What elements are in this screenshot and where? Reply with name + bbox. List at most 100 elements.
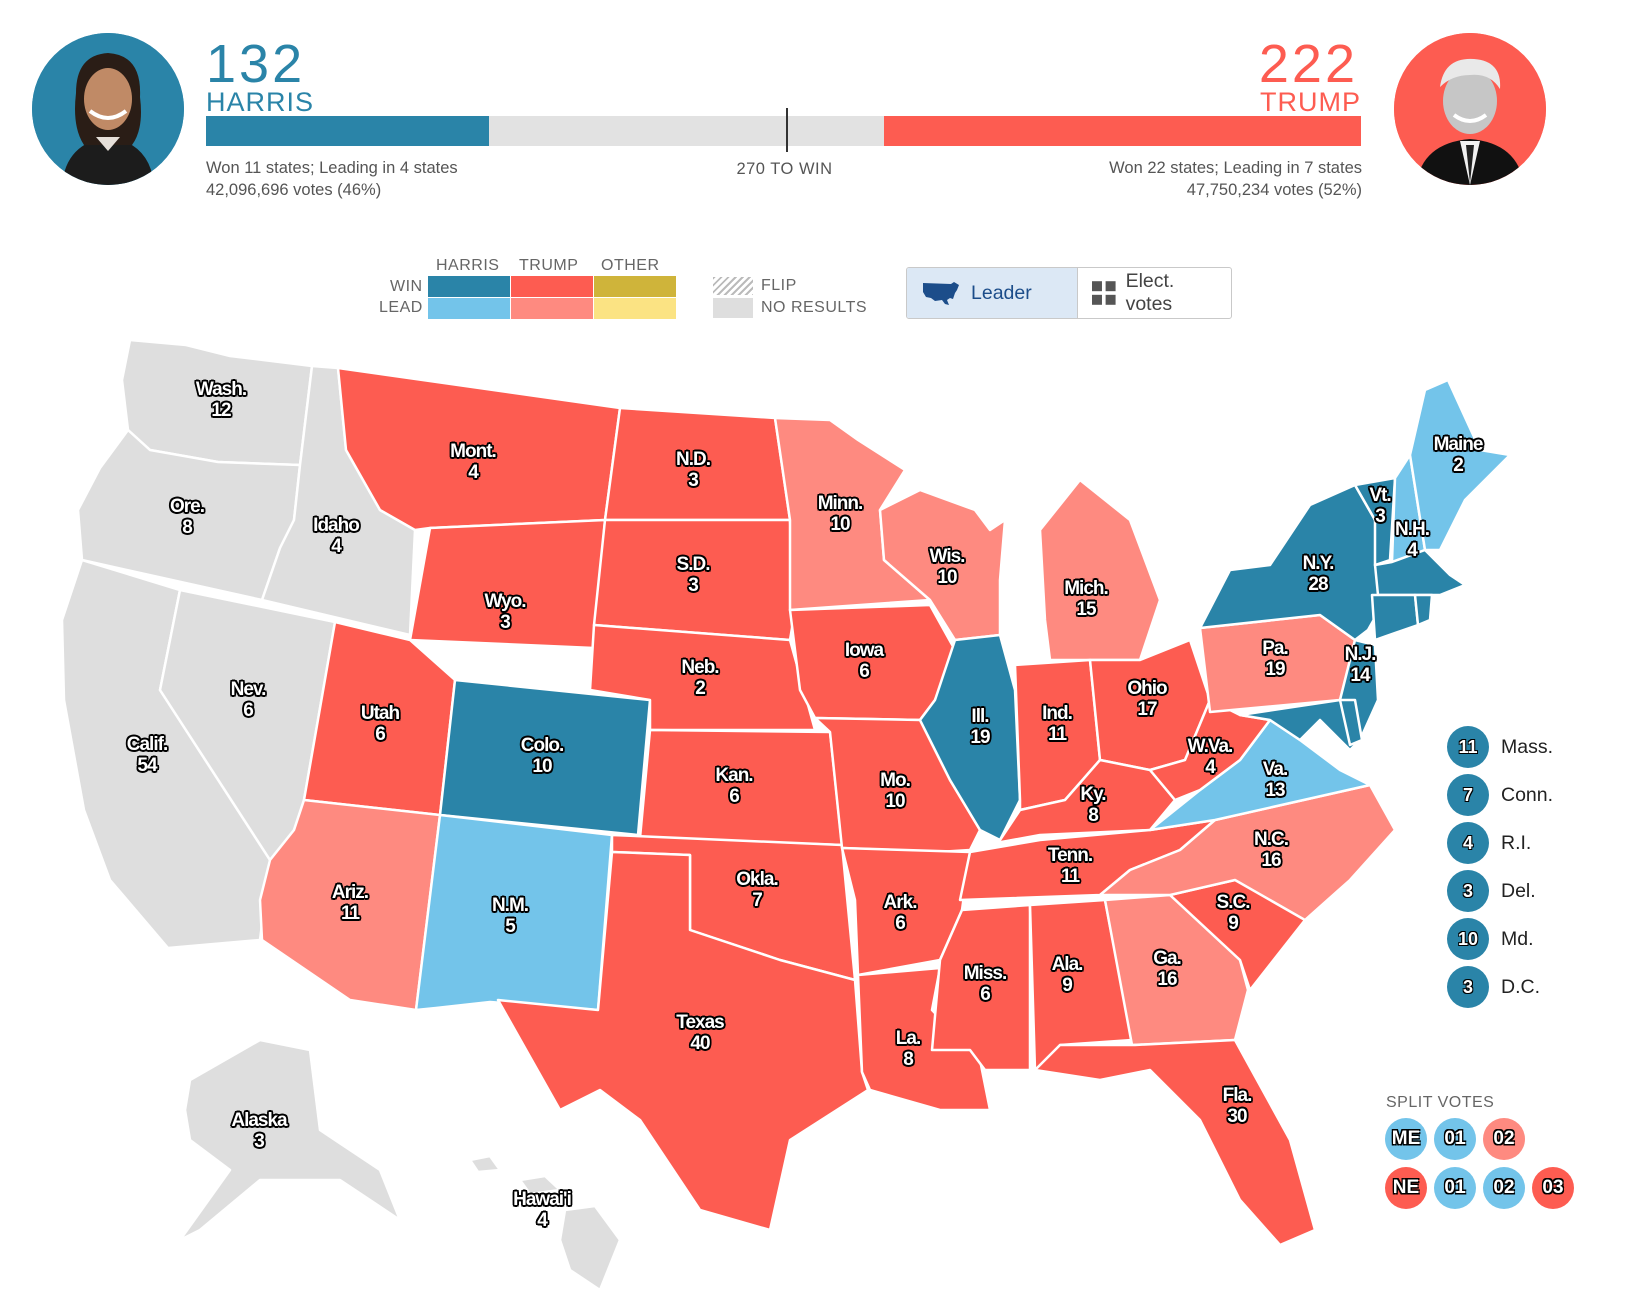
harris-portrait-icon	[32, 33, 184, 185]
legend-other-win-swatch	[594, 276, 676, 297]
grid-icon	[1092, 281, 1116, 305]
view-toggle: Leader Elect. votes	[906, 267, 1232, 319]
state-label-nh: N.H. 4	[1395, 519, 1430, 561]
trump-states-summary: Won 22 states; Leading in 7 states	[1109, 159, 1362, 177]
trump-ev-count: 222	[1258, 34, 1358, 94]
small-state-ev-badge: 3	[1447, 966, 1489, 1008]
state-label-pa: Pa. 19	[1262, 638, 1289, 680]
us-map-icon	[923, 282, 959, 305]
state-shape[interactable]	[1370, 593, 1420, 642]
state-label-il: Ill. 19	[970, 706, 990, 748]
state-shape[interactable]	[1198, 483, 1387, 642]
state-label-la: La. 8	[895, 1028, 921, 1070]
small-state-name: Conn.	[1501, 783, 1554, 806]
state-label-ia: Iowa 6	[844, 640, 884, 682]
state-label-ca: Calif. 54	[126, 734, 168, 776]
small-state-row[interactable]: 10 Md.	[1447, 918, 1534, 960]
state-shape[interactable]	[878, 488, 1007, 642]
state-shape[interactable]	[918, 633, 1022, 842]
legend-lead-row: LEAD	[379, 299, 423, 316]
state-label-me: Maine 2	[1433, 434, 1484, 476]
small-state-row[interactable]: 11 Mass.	[1447, 726, 1553, 768]
state-label-tn: Tenn. 11	[1047, 845, 1093, 887]
state-label-nd: N.D. 3	[676, 449, 711, 491]
split-vote-ne-01[interactable]: 01	[1434, 1167, 1476, 1209]
state-label-al: Ala. 9	[1051, 954, 1084, 996]
state-label-sc: S.C. 9	[1216, 892, 1251, 934]
elect-votes-view-label: Elect. votes	[1125, 270, 1175, 315]
split-vote-ne[interactable]: NE	[1385, 1167, 1427, 1209]
270-threshold-line	[785, 108, 788, 152]
state-label-oh: Ohio 17	[1127, 678, 1167, 720]
state-label-ga: Ga. 16	[1153, 948, 1182, 990]
state-label-or: Ore. 8	[169, 496, 205, 538]
legend-harris-win-swatch	[428, 276, 510, 297]
state-label-sd: S.D. 3	[676, 554, 711, 596]
legend-harris-lead-swatch	[428, 298, 510, 319]
state-label-ak: Alaska 3	[231, 1110, 287, 1152]
split-vote-ne-02[interactable]: 02	[1483, 1167, 1525, 1209]
state-label-wi: Wis. 10	[929, 546, 966, 588]
state-label-nc: N.C. 16	[1254, 829, 1289, 871]
small-state-ev-badge: 7	[1447, 774, 1489, 816]
state-label-az: Ariz. 11	[331, 882, 369, 924]
state-shape[interactable]	[1413, 593, 1434, 627]
state-label-hi: Hawai'i 4	[513, 1189, 572, 1231]
split-vote-ne-03[interactable]: 03	[1532, 1167, 1574, 1209]
state-shape[interactable]	[1038, 478, 1162, 662]
state-shape[interactable]	[178, 1038, 402, 1242]
legend-trump-col: TRUMP	[519, 257, 579, 274]
small-state-row[interactable]: 3 Del.	[1447, 870, 1536, 912]
state-label-co: Colo. 10	[520, 735, 564, 777]
state-label-tx: Texas 40	[676, 1012, 724, 1054]
legend-flip-swatch	[713, 277, 753, 295]
trump-avatar	[1394, 33, 1546, 185]
state-label-nj: N.J. 14	[1344, 644, 1377, 686]
legend-no-results-swatch	[713, 298, 753, 318]
state-shape[interactable]	[1408, 378, 1512, 552]
state-label-mn: Minn. 10	[817, 493, 864, 535]
state-shape[interactable]	[1098, 783, 1397, 922]
state-label-in: Ind. 11	[1042, 703, 1073, 745]
270-to-win-label: 270 TO WIN	[736, 160, 833, 178]
state-shape[interactable]	[1338, 698, 1364, 747]
state-label-ut: Utah 6	[360, 703, 400, 745]
small-state-ev-badge: 4	[1447, 822, 1489, 864]
legend-win-row: WIN	[390, 278, 423, 295]
state-label-ky: Ky. 8	[1080, 784, 1106, 826]
state-label-va: Va. 13	[1262, 759, 1289, 801]
state-shape[interactable]	[1033, 1038, 1317, 1247]
legend-trump-lead-swatch	[511, 298, 593, 319]
state-label-wv: W.Va. 4	[1187, 736, 1234, 778]
small-state-row[interactable]: 4 R.I.	[1447, 822, 1531, 864]
state-label-mt: Mont. 4	[450, 441, 497, 483]
elect-votes-view-button[interactable]: Elect. votes	[1078, 268, 1231, 318]
legend-other-col: OTHER	[601, 257, 660, 274]
small-state-name: D.C.	[1501, 975, 1540, 998]
split-vote-me[interactable]: ME	[1385, 1118, 1427, 1160]
legend-flip-label: FLIP	[761, 277, 797, 294]
split-vote-me-02[interactable]: 02	[1483, 1118, 1525, 1160]
state-label-ny: N.Y. 28	[1302, 553, 1335, 595]
state-shape[interactable]	[468, 1154, 622, 1292]
state-label-ar: Ark. 6	[883, 892, 918, 934]
state-label-mi: Mich. 15	[1064, 578, 1109, 620]
small-state-name: Mass.	[1501, 735, 1554, 758]
state-label-wa: Wash. 12	[195, 379, 247, 421]
leader-view-label: Leader	[971, 281, 1032, 304]
state-label-ms: Miss. 6	[963, 963, 1008, 1005]
legend-harris-col: HARRIS	[436, 257, 500, 274]
small-state-name: Del.	[1501, 879, 1536, 902]
small-state-ev-badge: 3	[1447, 870, 1489, 912]
state-shape[interactable]	[496, 850, 870, 1232]
leader-view-button[interactable]: Leader	[907, 268, 1078, 318]
trump-name: TRUMP	[1260, 87, 1361, 117]
state-label-wy: Wyo. 3	[484, 591, 526, 633]
legend-no-results-label: NO RESULTS	[761, 299, 868, 316]
state-label-ne: Neb. 2	[681, 657, 719, 699]
split-vote-me-01[interactable]: 01	[1434, 1118, 1476, 1160]
small-state-name: R.I.	[1501, 831, 1532, 854]
small-state-row[interactable]: 7 Conn.	[1447, 774, 1553, 816]
small-state-row[interactable]: 3 D.C.	[1447, 966, 1540, 1008]
state-label-id: Idaho 4	[313, 515, 360, 557]
